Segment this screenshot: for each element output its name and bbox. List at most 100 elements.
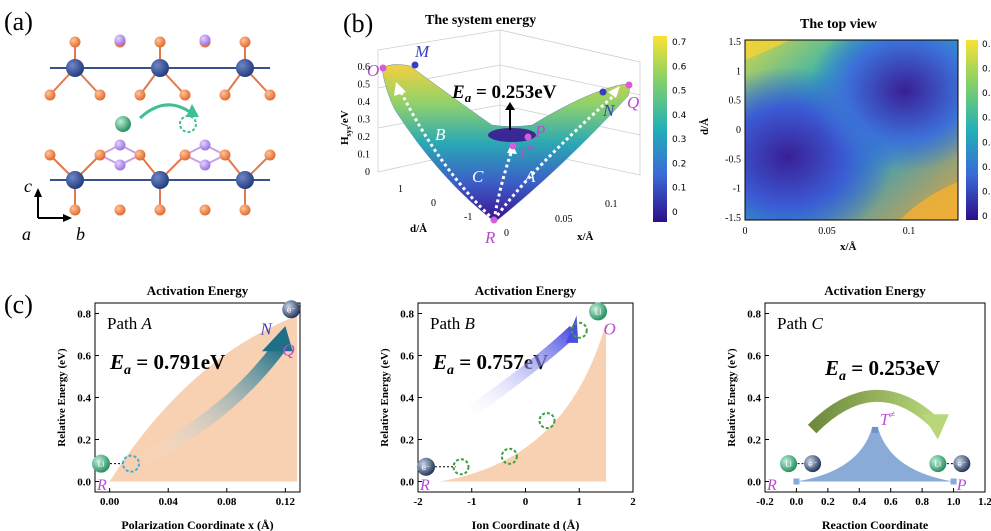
oxygen-atom: [219, 89, 231, 101]
oxygen-atom: [264, 89, 276, 101]
path-title: Activation Energy: [147, 283, 249, 298]
d-tick: -1: [464, 212, 472, 223]
y-tick-label: 0.0: [747, 477, 761, 489]
electron-label: e⁻: [287, 305, 296, 314]
energy3d-points: [379, 61, 633, 224]
panel-label-c: (c): [4, 290, 33, 319]
x-tick-label: 0.6: [884, 496, 898, 508]
path-ea: Ea = 0.791eV: [109, 350, 225, 378]
topview-yticks: 1.5 1 0.5 0 -0.5 -1 -1.5: [725, 37, 741, 224]
y-tick-label: 0.6: [400, 351, 414, 363]
panel-label-a: (a): [4, 7, 33, 36]
z-tick: 0.6: [358, 62, 371, 73]
x-tick-label: 1.0: [947, 496, 961, 508]
end-label-O: O: [603, 320, 615, 339]
topview-y-tick: 1.5: [729, 37, 742, 48]
x-tick-label: -1: [467, 496, 476, 508]
svg-text:R: R: [484, 228, 496, 247]
topview-y-tick: -0.5: [725, 154, 741, 165]
x-tick-label: 2: [630, 496, 636, 508]
y-tick-label: 0.4: [747, 393, 761, 405]
z-tick: 0.2: [358, 132, 371, 143]
x-tick-label: 0.4: [852, 496, 866, 508]
d-tick: 1: [398, 184, 403, 195]
topview-xticks: 0 0.05 0.1: [743, 226, 916, 237]
electron-label: e⁻: [957, 460, 966, 469]
colorbar-tick: 0.4: [672, 111, 687, 121]
x-tick-label: 0.04: [159, 496, 179, 508]
vacancy-icon: [500, 447, 518, 465]
path-panel-B: Activation Energy 0.0 0.2 0.4 0.6 0.8 -2 -1 0 1 2 R…: [379, 283, 636, 531]
vacancy-icon: [538, 412, 556, 430]
electron-label: e⁻: [421, 463, 430, 472]
violet-atom: [199, 34, 211, 46]
panel-b: (b) The system energy Ea = 0.253eV: [339, 9, 687, 247]
path-panel-C: Activation Energy 0.0 0.2 0.4 0.6 0.8 -0.2 0.0 0…: [726, 283, 991, 531]
topview-ylabel: d/Å: [699, 118, 711, 135]
peak-label: T≠: [880, 409, 896, 429]
energy3d-xticks: 0 0.05 0.1: [504, 199, 618, 239]
colorbar-tick: 0: [672, 208, 678, 218]
energy3d-dlabel: d/Å: [410, 223, 427, 235]
start-marker: [793, 478, 800, 485]
colorbar-tick: 0.7: [672, 38, 686, 48]
x-tick-label: 0.08: [217, 496, 237, 508]
end-label-Q: Q: [282, 341, 294, 360]
saddle-region: [488, 128, 536, 142]
path-arrow: [135, 340, 287, 467]
path-title: Activation Energy: [475, 283, 577, 298]
colorbar-topview-ticks: 0. 0. 0. 0. 0. 0. 0. 0: [982, 40, 991, 222]
end-label-P: P: [956, 477, 967, 494]
vacancy-icon: [122, 454, 140, 473]
electron-icon: [417, 457, 435, 476]
y-axis-label: Relative Energy (eV): [726, 348, 738, 447]
svg-text:A: A: [524, 167, 536, 186]
y-tick-label: 0.8: [747, 309, 761, 321]
energy3d-xlabel: x/Å: [577, 231, 594, 243]
metal-atom: [66, 171, 84, 189]
x-axis-label: Reaction Coordinate: [822, 518, 929, 531]
energy3d-title: The system energy: [425, 13, 536, 28]
x-tick-label: 0.2: [821, 496, 835, 508]
li-ion-label: Li: [935, 460, 942, 469]
li-ion-icon: [929, 455, 947, 473]
svg-text:T≠: T≠: [518, 142, 534, 162]
start-label: R: [96, 477, 107, 494]
topview-title: The top view: [800, 17, 878, 32]
panel-a: (a) c a b: [4, 7, 276, 244]
end-marker: [950, 478, 957, 485]
oxygen-atom: [134, 149, 146, 161]
colorbar-tick: 0.3: [672, 135, 686, 145]
vacancy-icon: [452, 458, 470, 476]
colorbar-tick: 0: [982, 212, 988, 222]
path-arrow: [807, 389, 939, 434]
vacancy-icon: [570, 321, 588, 339]
z-tick: 0.3: [358, 115, 371, 126]
li-ion-icon: [589, 302, 608, 321]
path-arrowhead: [922, 414, 949, 440]
colorbar-tick: 0.: [982, 89, 991, 99]
path-ea: Ea = 0.253eV: [824, 356, 940, 384]
migration-arrow: [115, 103, 199, 133]
topview-x-tick: 0.1: [903, 226, 916, 237]
colorbar-tick: 0.: [982, 187, 991, 197]
li-ion-label: Li: [98, 460, 105, 469]
axis-c-label: c: [24, 176, 32, 196]
y-tick-label: 0.6: [747, 351, 761, 363]
svg-text:M: M: [414, 42, 430, 61]
oxygen-atom: [154, 204, 166, 216]
svg-text:P: P: [534, 122, 545, 141]
colorbar-tick: 0.: [982, 65, 991, 75]
panel-label-b: (b): [343, 9, 373, 38]
oxygen-atom: [199, 204, 211, 216]
path-arrowhead: [261, 326, 293, 352]
topview-x-tick: 0.05: [818, 226, 836, 237]
y-tick-label: 0.0: [400, 477, 414, 489]
y-tick-label: 0.8: [77, 309, 91, 321]
metal-atom: [151, 171, 169, 189]
z-tick: 0.4: [358, 97, 371, 108]
y-axis-label: Relative Energy (eV): [379, 348, 391, 447]
metal-atom: [236, 59, 254, 77]
axis-b-label: b: [76, 224, 85, 244]
